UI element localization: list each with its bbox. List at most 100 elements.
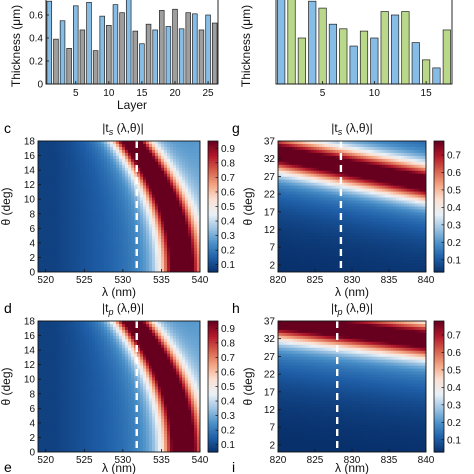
heatmap-cell-d — [71, 446, 75, 450]
heatmap-cell-d — [155, 431, 159, 435]
heatmap-cell-d — [98, 419, 102, 423]
heatmap-cell-d — [155, 380, 159, 385]
heatmap-cell-d — [134, 410, 138, 414]
heatmap-cell-c — [50, 224, 54, 228]
heatmap-cell-c — [149, 158, 153, 163]
heatmap-cell-d — [173, 374, 177, 379]
heatmap-cell-c — [56, 179, 60, 184]
heatmap-cell-c — [62, 149, 66, 154]
heatmap-cell-c — [92, 173, 96, 178]
heatmap-cell-c — [179, 236, 183, 240]
heatmap-cell-d — [107, 356, 111, 361]
heatmap-cell-c — [113, 218, 117, 222]
heatmap-cell-c — [59, 152, 63, 157]
heatmap-cell-d — [95, 371, 99, 376]
heatmap-cell-c — [128, 164, 132, 169]
heatmap-cell-d — [101, 368, 105, 373]
heatmap-cell-c — [173, 185, 177, 190]
heatmap-cell-d — [92, 404, 96, 408]
heatmap-cell-c — [188, 260, 192, 264]
heatmap-cell-d — [86, 380, 90, 385]
heatmap-cell-c — [182, 257, 186, 261]
heatmap-cell-c — [83, 188, 87, 193]
heatmap-cell-c — [173, 179, 177, 184]
heatmap-cell-c — [197, 149, 200, 154]
heatmap-cell-d — [41, 359, 45, 364]
heatmap-cell-c — [62, 260, 66, 264]
heatmap-cell-d — [191, 422, 195, 426]
heatmap-cell-d — [155, 416, 159, 420]
heatmap-cell-d — [131, 407, 135, 411]
heatmap-cell-c — [119, 236, 123, 240]
heatmap-cell-d — [131, 377, 135, 382]
heatmap-cell-d — [62, 359, 66, 364]
heatmap-cell-c — [62, 185, 66, 190]
heatmap-cell-c — [104, 257, 108, 261]
heatmap-cell-c — [59, 254, 63, 258]
heatmap-cell-d — [107, 323, 111, 328]
heatmap-cell-c — [164, 200, 168, 205]
heatmap-cell-d — [152, 332, 156, 337]
heatmap-cell-c — [158, 164, 162, 169]
heatmap-cell-c — [41, 170, 45, 175]
heatmap-cell-d — [47, 365, 51, 370]
heatmap-cell-c — [149, 230, 153, 234]
heatmap-cell-d — [161, 356, 165, 361]
heatmap-cell-c — [89, 149, 93, 154]
colorbar-segment-c — [208, 180, 218, 184]
heatmap-cell-d — [149, 329, 153, 334]
heatmap-cell-d — [116, 401, 120, 405]
heatmap-cell-c — [59, 242, 63, 246]
heatmap-cell-d — [179, 386, 183, 391]
heatmap-cell-c — [143, 239, 147, 243]
heatmap-cell-c — [92, 224, 96, 228]
heatmap-cell-d — [65, 359, 69, 364]
heatmap-cell-c — [62, 257, 66, 261]
heatmap-cell-c — [59, 200, 63, 205]
heatmap-cell-c — [158, 254, 162, 258]
heatmap-cell-d — [65, 321, 69, 325]
heatmap-cell-c — [125, 152, 129, 157]
heatmap-cell-c — [38, 200, 42, 205]
heatmap-cell-d — [137, 326, 141, 331]
heatmap-cell-d — [56, 341, 60, 346]
heatmap-cell-d — [143, 362, 147, 367]
heatmap-cell-c — [125, 251, 129, 255]
heatmap-cell-d — [92, 362, 96, 367]
heatmap-cell-c — [101, 176, 105, 181]
heatmap-cell-c — [167, 224, 171, 228]
heatmap-cell-c — [128, 194, 132, 199]
heatmap-cell-c — [65, 206, 69, 211]
heatmap-cell-c — [155, 239, 159, 243]
heatmap-cell-d — [89, 398, 93, 402]
heatmap-cell-c — [101, 182, 105, 187]
heatmap-cell-c — [119, 242, 123, 246]
heatmap-cell-c — [155, 242, 159, 246]
heatmap-cell-c — [110, 257, 114, 261]
heatmap-cell-c — [104, 239, 108, 243]
heatmap-cell-c — [149, 209, 153, 214]
heatmap-cell-c — [113, 143, 117, 148]
heatmap-cell-c — [95, 269, 99, 272]
heatmap-cell-d — [89, 410, 93, 414]
heatmap-cell-c — [128, 200, 132, 205]
heatmap-cell-c — [53, 239, 57, 243]
heatmap-cell-d — [158, 446, 162, 450]
heatmap-cell-c — [56, 233, 60, 237]
heatmap-cell-c — [65, 141, 69, 145]
heatmap-cell-d — [59, 365, 63, 370]
heatmap-cell-d — [92, 323, 96, 328]
heatmap-cell-c — [68, 155, 72, 160]
heatmap-cell-c — [149, 227, 153, 231]
heatmap-cell-c — [68, 185, 72, 190]
heatmap-cell-c — [176, 221, 180, 225]
heatmap-cell-c — [182, 167, 186, 172]
heatmap-cell-d — [185, 347, 189, 352]
heatmap-cell-c — [155, 221, 159, 225]
heatmap-cell-c — [95, 215, 99, 220]
heatmap-cell-d — [137, 347, 141, 352]
heatmap-cell-d — [113, 338, 117, 343]
heatmap-cell-c — [95, 248, 99, 252]
heatmap-cell-d — [143, 377, 147, 382]
heatmap-cell-c — [83, 251, 87, 255]
